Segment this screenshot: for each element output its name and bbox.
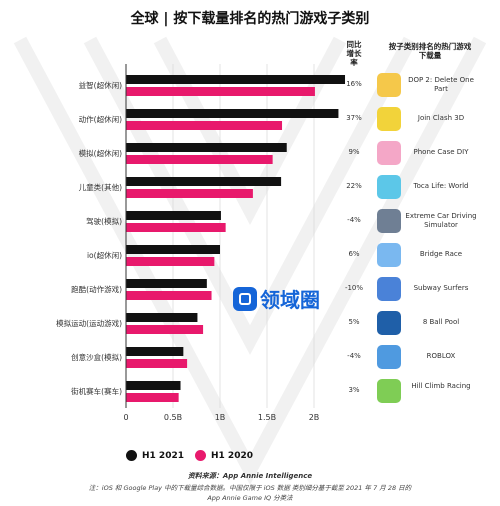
growth-value: 6% [348,250,360,258]
bar-h1-2020 [126,359,188,368]
footnote-line-1: 注：iOS 和 Google Play 中的下载量综合数据。中国仅限于 iOS … [88,484,412,492]
bridge-race-icon [377,243,401,267]
game-name: 8 Ball Pool [422,318,460,326]
bar-h1-2020 [126,155,273,164]
bar-h1-2020 [126,393,179,402]
bar-h1-2021 [126,75,346,84]
legend-swatch-2021 [126,450,137,461]
game-name: Toca Life: World [413,182,469,190]
roblox-icon [377,345,401,369]
x-tick-label: 1B [215,413,226,422]
bar-h1-2020 [126,87,315,96]
growth-value: 5% [348,318,360,326]
source-label: 资料来源： [187,472,223,480]
bar-h1-2020 [126,121,283,130]
game-name: Phone Case DIY [413,148,469,156]
toca-life-icon [377,175,401,199]
game-name: ROBLOX [426,352,456,360]
game-name: Join Clash 3D [417,114,465,122]
growth-value: 3% [348,386,360,394]
growth-value: 16% [346,80,362,88]
join-clash-icon [377,107,401,131]
category-label: 跑酷(动作游戏) [71,284,122,294]
bar-h1-2021 [126,211,221,220]
top-game-header: 按子类别排名的热门游戏 下载量 [388,42,472,60]
hill-climb-icon [377,379,401,403]
growth-value: 9% [348,148,360,156]
game-name: Bridge Race [419,250,463,258]
game-name: DOP 2: Delete One Part [408,76,474,93]
category-label: 模拟(超休闲) [79,148,122,158]
growth-value: 37% [346,114,362,122]
bar-h1-2020 [126,325,204,334]
category-label: 创意沙盒(模拟) [71,352,122,362]
growth-value: 22% [346,182,362,190]
8-ball-pool-icon [377,311,401,335]
bar-h1-2020 [126,223,226,232]
category-label: 模拟运动(运动游戏) [56,318,122,328]
legend-h1-2021: H1 2021 [126,450,184,461]
legend-label-2021: H1 2021 [142,450,184,461]
growth-value: -4% [347,216,361,224]
game-name: Extreme Car Driving Simulator [405,212,477,229]
source-value: App Annie Intelligence [222,472,313,480]
growth-value: -10% [344,284,364,292]
logo-mark-icon [233,286,257,311]
bar-h1-2021 [126,381,181,390]
x-tick-label: 2B [309,413,320,422]
growth-value: -4% [347,352,361,360]
category-label: 动作(超休闲) [79,114,122,124]
logo-text: 领域圈 [260,288,320,312]
bar-h1-2020 [126,189,253,198]
bar-h1-2021 [126,279,207,288]
bar-h1-2020 [126,257,215,266]
legend-h1-2020: H1 2020 [195,450,253,461]
category-label: 街机赛车(赛车) [71,386,122,396]
bar-h1-2021 [126,177,282,186]
legend-label-2020: H1 2020 [211,450,253,461]
growth-header: 同比 增长率 [346,40,362,67]
bar-h1-2021 [126,143,287,152]
category-label: 儿童类(其他) [79,182,122,192]
source-line: 资料来源：App Annie Intelligence [0,471,500,481]
footnote-line-2: App Annie Game IQ 分类法 [207,494,293,502]
legend-swatch-2020 [195,450,206,461]
subway-surfers-icon [377,277,401,301]
category-label: io(超休闲) [87,250,122,260]
logo: 领域圈 [233,284,320,313]
x-tick-label: 0 [123,413,128,422]
game-name: Hill Climb Racing [411,382,471,390]
dop2-icon [377,73,401,97]
chart-title: 全球 | 按下载量排名的热门游戏子类别 [130,11,370,27]
bar-h1-2021 [126,109,339,118]
bar-h1-2021 [126,245,220,254]
bar-h1-2021 [126,347,184,356]
x-tick-label: 1.5B [258,413,276,422]
bar-h1-2020 [126,291,212,300]
car-driving-icon [377,209,401,233]
category-label: 驾驶(模拟) [86,216,122,226]
bar-h1-2021 [126,313,198,322]
phone-case-icon [377,141,401,165]
game-name: Subway Surfers [413,284,469,292]
category-label: 益智(超休闲) [79,80,122,90]
x-tick-label: 0.5B [164,413,182,422]
